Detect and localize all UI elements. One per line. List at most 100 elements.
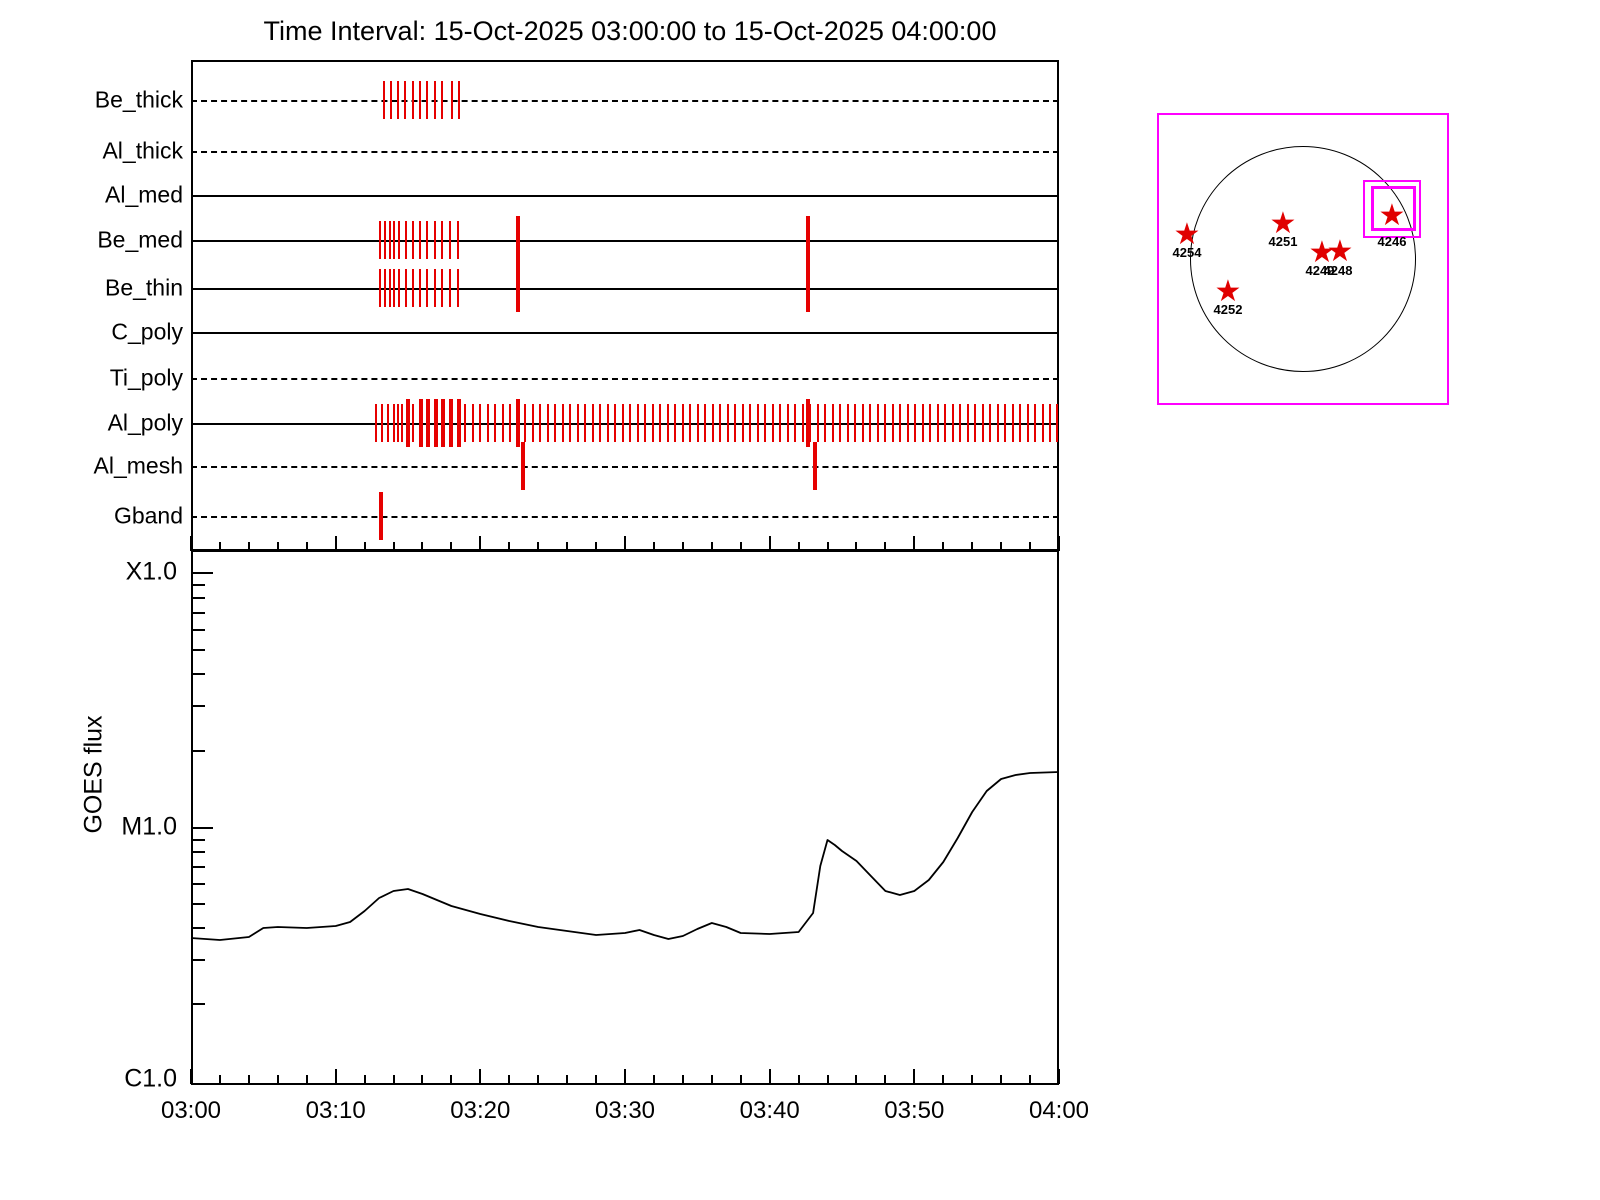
observation-tick	[806, 264, 810, 312]
time-axis-minor-tick	[566, 542, 569, 551]
observation-tick	[817, 404, 820, 442]
observation-tick	[419, 81, 422, 119]
active-region-label-4254: 4254	[1172, 245, 1202, 260]
observation-tick	[426, 399, 430, 447]
observation-tick	[547, 404, 550, 442]
observation-tick	[832, 404, 835, 442]
active-region-star-icon: ★	[1173, 218, 1201, 251]
observation-tick	[719, 404, 722, 442]
filter-label-be_thin: Be_thin	[104, 274, 183, 301]
x-axis-minor-tick	[595, 1075, 598, 1084]
x-axis-label: 03:00	[160, 1097, 222, 1124]
observation-tick	[562, 404, 565, 442]
observation-tick	[426, 81, 429, 119]
observation-tick	[379, 221, 382, 259]
active-region-label-4246: 4246	[1377, 234, 1407, 249]
y-axis-minor-tick	[191, 596, 205, 599]
observation-tick	[405, 269, 408, 307]
observation-tick	[379, 269, 382, 307]
observation-tick	[384, 269, 387, 307]
observation-tick	[1012, 404, 1015, 442]
x-axis-minor-tick	[1029, 1075, 1032, 1084]
x-axis-minor-tick	[450, 1075, 453, 1084]
time-axis-minor-tick	[797, 542, 800, 551]
time-axis-minor-tick	[681, 542, 684, 551]
active-region-star-icon: ★	[1269, 207, 1297, 240]
observation-tick	[569, 404, 572, 442]
observation-tick	[667, 404, 670, 442]
observation-tick	[449, 269, 452, 307]
observation-tick	[779, 404, 782, 442]
active-region-label-4252: 4252	[1213, 302, 1243, 317]
observation-tick	[458, 81, 461, 119]
observation-tick	[614, 404, 617, 442]
filter-label-be_med: Be_med	[97, 226, 183, 253]
y-axis-minor-tick	[191, 705, 205, 708]
x-axis-minor-tick	[537, 1075, 540, 1084]
observation-tick	[749, 404, 752, 442]
observation-tick	[389, 269, 392, 307]
y-axis-minor-tick	[191, 882, 205, 885]
x-axis-minor-tick	[276, 1075, 279, 1084]
observation-tick	[381, 404, 384, 442]
observation-tick	[393, 221, 396, 259]
y-axis-minor-tick	[191, 750, 205, 753]
time-axis-minor-tick	[826, 542, 829, 551]
observation-tick	[734, 404, 737, 442]
filter-timeline-panel	[191, 60, 1059, 550]
observation-tick	[441, 81, 444, 119]
time-axis-minor-tick	[392, 542, 395, 551]
observation-tick	[441, 221, 444, 259]
observation-tick	[802, 404, 805, 442]
active-region-star-icon: ★	[1378, 199, 1406, 232]
x-axis-major-tick	[190, 1069, 192, 1084]
time-axis-minor-tick	[363, 542, 366, 551]
y-axis-major-tick	[191, 572, 213, 574]
y-axis-minor-tick	[191, 838, 205, 841]
observation-tick	[412, 221, 415, 259]
y-axis-minor-tick	[191, 958, 205, 961]
active-region-star-icon: ★	[1326, 235, 1354, 268]
observation-tick	[441, 269, 444, 307]
time-axis-major-tick	[190, 536, 192, 551]
observation-tick	[398, 221, 401, 259]
x-axis-minor-tick	[710, 1075, 713, 1084]
observation-tick	[1049, 404, 1052, 442]
time-axis-minor-tick	[595, 542, 598, 551]
filter-row-line	[191, 100, 1059, 102]
observation-tick	[862, 404, 865, 442]
filter-label-al_thick: Al_thick	[102, 137, 183, 164]
time-axis-minor-tick	[739, 542, 742, 551]
observation-tick	[375, 404, 378, 442]
observation-tick	[787, 404, 790, 442]
observation-tick	[379, 492, 383, 540]
observation-tick	[899, 404, 902, 442]
observation-tick	[813, 442, 817, 490]
time-axis-minor-tick	[884, 542, 887, 551]
x-axis-label: 03:10	[305, 1097, 366, 1124]
observation-tick	[599, 404, 602, 442]
observation-tick	[967, 404, 970, 442]
observation-tick	[441, 399, 445, 447]
observation-tick	[457, 269, 460, 307]
time-axis-minor-tick	[537, 542, 540, 551]
observation-tick	[387, 404, 390, 442]
observation-tick	[1027, 404, 1030, 442]
y-axis-minor-tick	[191, 628, 205, 631]
x-axis-major-tick	[334, 1069, 337, 1084]
active-region-label-4249: 4249	[1305, 263, 1335, 278]
observation-tick	[922, 404, 925, 442]
filter-label-c_poly: C_poly	[111, 318, 183, 345]
goes-flux-panel	[191, 552, 1059, 1083]
time-axis-minor-tick	[971, 542, 974, 551]
observation-tick	[892, 404, 895, 442]
observation-tick	[839, 404, 842, 442]
filter-row-line	[191, 378, 1059, 380]
observation-tick	[384, 221, 387, 259]
observation-tick	[697, 404, 700, 442]
time-axis-major-tick	[913, 536, 916, 551]
x-axis-major-tick	[1058, 1069, 1060, 1084]
active-region-star-icon: ★	[1214, 275, 1242, 308]
y-axis-minor-tick	[191, 1003, 205, 1006]
